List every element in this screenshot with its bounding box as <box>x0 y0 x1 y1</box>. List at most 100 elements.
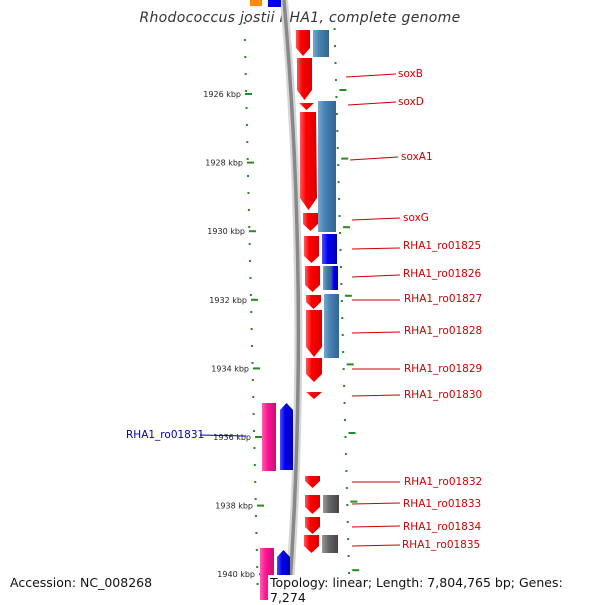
ruler-minor-dot <box>246 141 249 143</box>
ruler-minor-dot <box>335 96 338 98</box>
ruler-minor-dot <box>252 396 255 398</box>
gene-label-ro01832[interactable]: RHA1_ro01832 <box>404 476 482 488</box>
ruler-minor-dot <box>337 164 340 166</box>
ruler-minor-dot <box>248 226 251 228</box>
gene-block-gray[interactable] <box>322 535 338 553</box>
gene-arrow[interactable] <box>305 495 320 514</box>
ruler-minor-dot <box>251 379 254 381</box>
gene-label-ro01825[interactable]: RHA1_ro01825 <box>403 240 481 252</box>
gene-label-ro01830[interactable]: RHA1_ro01830 <box>404 389 482 401</box>
ruler-minor-dot <box>336 147 339 149</box>
ruler-minor-dot <box>339 249 342 251</box>
gene-partial-blue[interactable] <box>268 0 281 7</box>
ruler-tick-label: 1932 kbp <box>209 296 247 305</box>
ruler-minor-dot <box>339 266 342 268</box>
ruler-tick-label: 1938 kbp <box>215 502 253 511</box>
ruler-minor-dot <box>247 192 250 194</box>
gene-arrow[interactable] <box>300 112 317 210</box>
ruler-minor-dot <box>341 317 344 319</box>
ruler-minor-dot <box>336 130 339 132</box>
ruler-minor-dot <box>249 294 252 296</box>
gene-label-ro01831[interactable]: RHA1_ro01831 <box>126 429 204 441</box>
ruler-minor-dot <box>344 453 347 455</box>
gene-arrow[interactable] <box>305 476 320 488</box>
ruler-minor-dot <box>255 515 258 517</box>
gene-block-steel[interactable] <box>313 30 329 57</box>
ruler-minor-dot <box>249 260 252 262</box>
ruler-minor-dot <box>345 470 348 472</box>
ruler-minor-dot <box>341 334 344 336</box>
ruler-minor-dot <box>340 283 343 285</box>
gene-arrow[interactable] <box>296 30 310 56</box>
ruler-minor-dot <box>254 481 257 483</box>
ruler-minor-dot <box>251 345 254 347</box>
ruler-minor-dot <box>338 215 341 217</box>
gene-label-ro01829[interactable]: RHA1_ro01829 <box>404 363 482 375</box>
gene-partial-orange[interactable] <box>250 0 262 6</box>
ruler-minor-dot <box>243 39 246 41</box>
gene-block-pink[interactable] <box>262 403 276 471</box>
ruler-minor-dot <box>334 79 337 81</box>
ruler-minor-dot <box>346 504 349 506</box>
gene-arrow[interactable] <box>297 58 312 100</box>
ruler-minor-dot <box>245 107 248 109</box>
ruler-minor-dot <box>347 538 350 540</box>
gene-arrow[interactable] <box>304 236 319 263</box>
ruler-minor-dot <box>248 243 251 245</box>
gene-arrow[interactable] <box>306 295 321 309</box>
gene-arrow[interactable] <box>303 213 318 231</box>
gene-block-blue[interactable] <box>322 234 337 264</box>
ruler-minor-dot <box>343 402 346 404</box>
ruler-minor-dot <box>249 277 252 279</box>
ruler-minor-dot <box>244 56 247 58</box>
gene-arrow[interactable] <box>305 266 320 292</box>
gene-arrow[interactable] <box>299 103 314 110</box>
ruler-minor-dot <box>245 124 248 126</box>
ruler-minor-dot <box>344 419 347 421</box>
gene-arrow[interactable] <box>306 310 322 357</box>
ruler-minor-dot <box>337 181 340 183</box>
ruler-tick-label: 1926 kbp <box>203 90 241 99</box>
ruler-tick-label: 1928 kbp <box>205 159 243 168</box>
ruler-tick-label: 1934 kbp <box>211 364 249 373</box>
gene-arrow[interactable] <box>306 392 322 399</box>
gene-arrow-forward[interactable] <box>280 403 293 470</box>
ruler-minor-dot <box>346 521 349 523</box>
gene-block-gray[interactable] <box>323 495 339 513</box>
ruler-minor-dot <box>339 232 342 234</box>
gene-block-steel[interactable] <box>318 101 336 232</box>
map-title: Rhodococcus jostii RHA1, complete genome <box>139 10 461 26</box>
ruler-minor-dot <box>342 351 345 353</box>
ruler-minor-dot <box>243 22 246 24</box>
ruler-minor-dot <box>338 198 341 200</box>
gene-arrow[interactable] <box>306 358 322 382</box>
label-leaders <box>345 73 401 547</box>
ruler-minor-dot <box>256 583 259 585</box>
gene-label-soxD[interactable]: soxD <box>398 96 424 108</box>
ruler-minor-dot <box>246 158 249 160</box>
ruler-minor-dot <box>334 62 337 64</box>
ruler-minor-dot <box>254 498 257 500</box>
ruler-minor-dot <box>253 430 256 432</box>
genome-summary: Topology: linear; Length: 7,804,765 bp; … <box>268 575 600 605</box>
gene-label-soxA1[interactable]: soxA1 <box>401 151 433 163</box>
gene-arrow[interactable] <box>305 517 320 534</box>
gene-label-ro01827[interactable]: RHA1_ro01827 <box>404 293 482 305</box>
ruler-minor-dot <box>255 549 258 551</box>
gene-label-soxG[interactable]: soxG <box>403 212 429 224</box>
ruler-minor-dot <box>247 209 250 211</box>
ruler-minor-dot <box>245 90 248 92</box>
gene-block-steel[interactable] <box>324 294 339 358</box>
gene-block-steel[interactable] <box>323 266 331 290</box>
gene-label-ro01833[interactable]: RHA1_ro01833 <box>403 498 481 510</box>
gene-arrow[interactable] <box>304 535 319 553</box>
gene-label-ro01828[interactable]: RHA1_ro01828 <box>404 325 482 337</box>
ruler-minor-dot <box>252 413 255 415</box>
gene-block-blue[interactable] <box>331 266 338 290</box>
gene-label-ro01826[interactable]: RHA1_ro01826 <box>403 268 482 280</box>
gene-label-soxB[interactable]: soxB <box>398 68 423 80</box>
gene-label-ro01834[interactable]: RHA1_ro01834 <box>403 521 482 533</box>
ruler-minor-dot <box>247 175 250 177</box>
gene-label-ro01835[interactable]: RHA1_ro01835 <box>402 539 480 551</box>
